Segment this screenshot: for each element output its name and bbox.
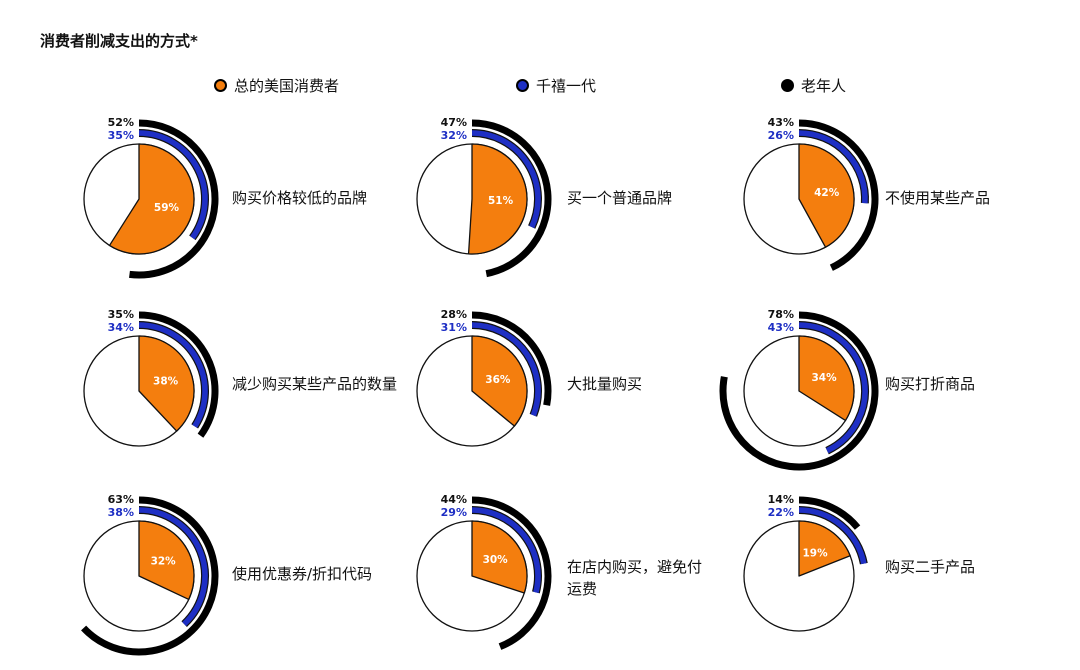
category-label-1: 购买价格较低的品牌 — [232, 189, 368, 207]
pie-value-label-3: 42% — [814, 187, 840, 199]
seniors-value-label-4: 35% — [108, 308, 134, 321]
pie-slice-total-4 — [138, 335, 195, 432]
pie-value-label-4: 38% — [153, 375, 179, 387]
legend-label-total: 总的美国消费者 — [234, 76, 340, 95]
seniors-value-label-2: 47% — [441, 116, 467, 129]
millennials-value-label-1: 35% — [108, 129, 134, 142]
ring-millennials-1 — [138, 130, 208, 240]
seniors-value-label-6: 78% — [768, 308, 794, 321]
ring-seniors-8 — [471, 496, 552, 650]
pie-value-label-1: 59% — [154, 202, 180, 214]
pie-value-label-6: 34% — [811, 372, 837, 384]
legend-item-millennials: 千禧一代 — [516, 74, 596, 96]
ring-seniors-6 — [719, 311, 879, 471]
ring-millennials-4 — [138, 322, 208, 428]
millennials-value-label-4: 34% — [108, 321, 134, 334]
ring-seniors-9 — [798, 496, 861, 530]
seniors-value-label-5: 28% — [441, 308, 467, 321]
pie-slice-total-6 — [798, 335, 855, 422]
ring-seniors-1 — [129, 119, 219, 279]
millennials-value-label-3: 26% — [768, 129, 794, 142]
pie-value-label-9: 19% — [803, 547, 829, 559]
seniors-value-label-7: 63% — [108, 493, 134, 506]
category-label-4: 减少购买某些产品的数量 — [232, 375, 398, 393]
pie-slice-total-5 — [471, 335, 528, 427]
ring-millennials-2 — [471, 130, 541, 229]
ring-millennials-6 — [798, 322, 868, 454]
pie-value-label-8: 30% — [483, 554, 509, 566]
pie-slice-total-8 — [471, 520, 528, 594]
pie-slice-total-7 — [138, 520, 195, 601]
pie-value-label-7: 32% — [151, 556, 177, 568]
seniors-value-label-9: 14% — [768, 493, 794, 506]
pie-slice-total-1 — [108, 143, 195, 255]
ring-millennials-8 — [471, 507, 541, 594]
legend-item-total: 总的美国消费者 — [214, 74, 339, 96]
pie-slice-total-2 — [467, 143, 528, 255]
legend-swatch-total — [214, 78, 227, 92]
pie-value-label-2: 51% — [488, 195, 514, 207]
ring-seniors-7 — [81, 496, 219, 656]
millennials-value-label-5: 31% — [441, 321, 467, 334]
pie-value-label-5: 36% — [485, 374, 511, 386]
legend-swatch-millennials — [516, 78, 529, 92]
seniors-value-label-1: 52% — [108, 116, 134, 129]
millennials-value-label-8: 29% — [441, 506, 467, 519]
legend-item-seniors: 老年人 — [781, 74, 846, 96]
legend-label-millennials: 千禧一代 — [536, 76, 597, 95]
chart-title: 消费者削减支出的方式* — [40, 32, 198, 50]
seniors-value-label-8: 44% — [441, 493, 467, 506]
category-label-9: 购买二手产品 — [885, 558, 976, 576]
ring-millennials-7 — [138, 507, 208, 627]
ring-seniors-3 — [798, 119, 879, 271]
ring-seniors-5 — [471, 311, 552, 406]
millennials-value-label-6: 43% — [768, 321, 794, 334]
category-label-5: 大批量购买 — [567, 375, 643, 393]
ring-seniors-2 — [471, 119, 552, 278]
pie-slice-total-3 — [798, 143, 855, 248]
legend-swatch-seniors — [781, 78, 794, 92]
ring-seniors-4 — [138, 311, 219, 438]
category-label-8: 在店内购买，避免付运费 — [567, 558, 703, 598]
category-label-7: 使用优惠券/折扣代码 — [232, 565, 373, 583]
ring-millennials-3 — [798, 130, 868, 204]
category-label-2: 买一个普通品牌 — [567, 189, 673, 207]
legend-label-seniors: 老年人 — [801, 76, 847, 95]
category-label-6: 购买打折商品 — [885, 375, 976, 393]
category-label-3: 不使用某些产品 — [885, 189, 991, 207]
millennials-value-label-2: 32% — [441, 129, 467, 142]
millennials-value-label-7: 38% — [108, 506, 134, 519]
millennials-value-label-9: 22% — [768, 506, 794, 519]
ring-millennials-5 — [471, 322, 541, 417]
ring-millennials-9 — [798, 507, 867, 565]
pie-slice-total-9 — [798, 520, 851, 577]
seniors-value-label-3: 43% — [768, 116, 794, 129]
